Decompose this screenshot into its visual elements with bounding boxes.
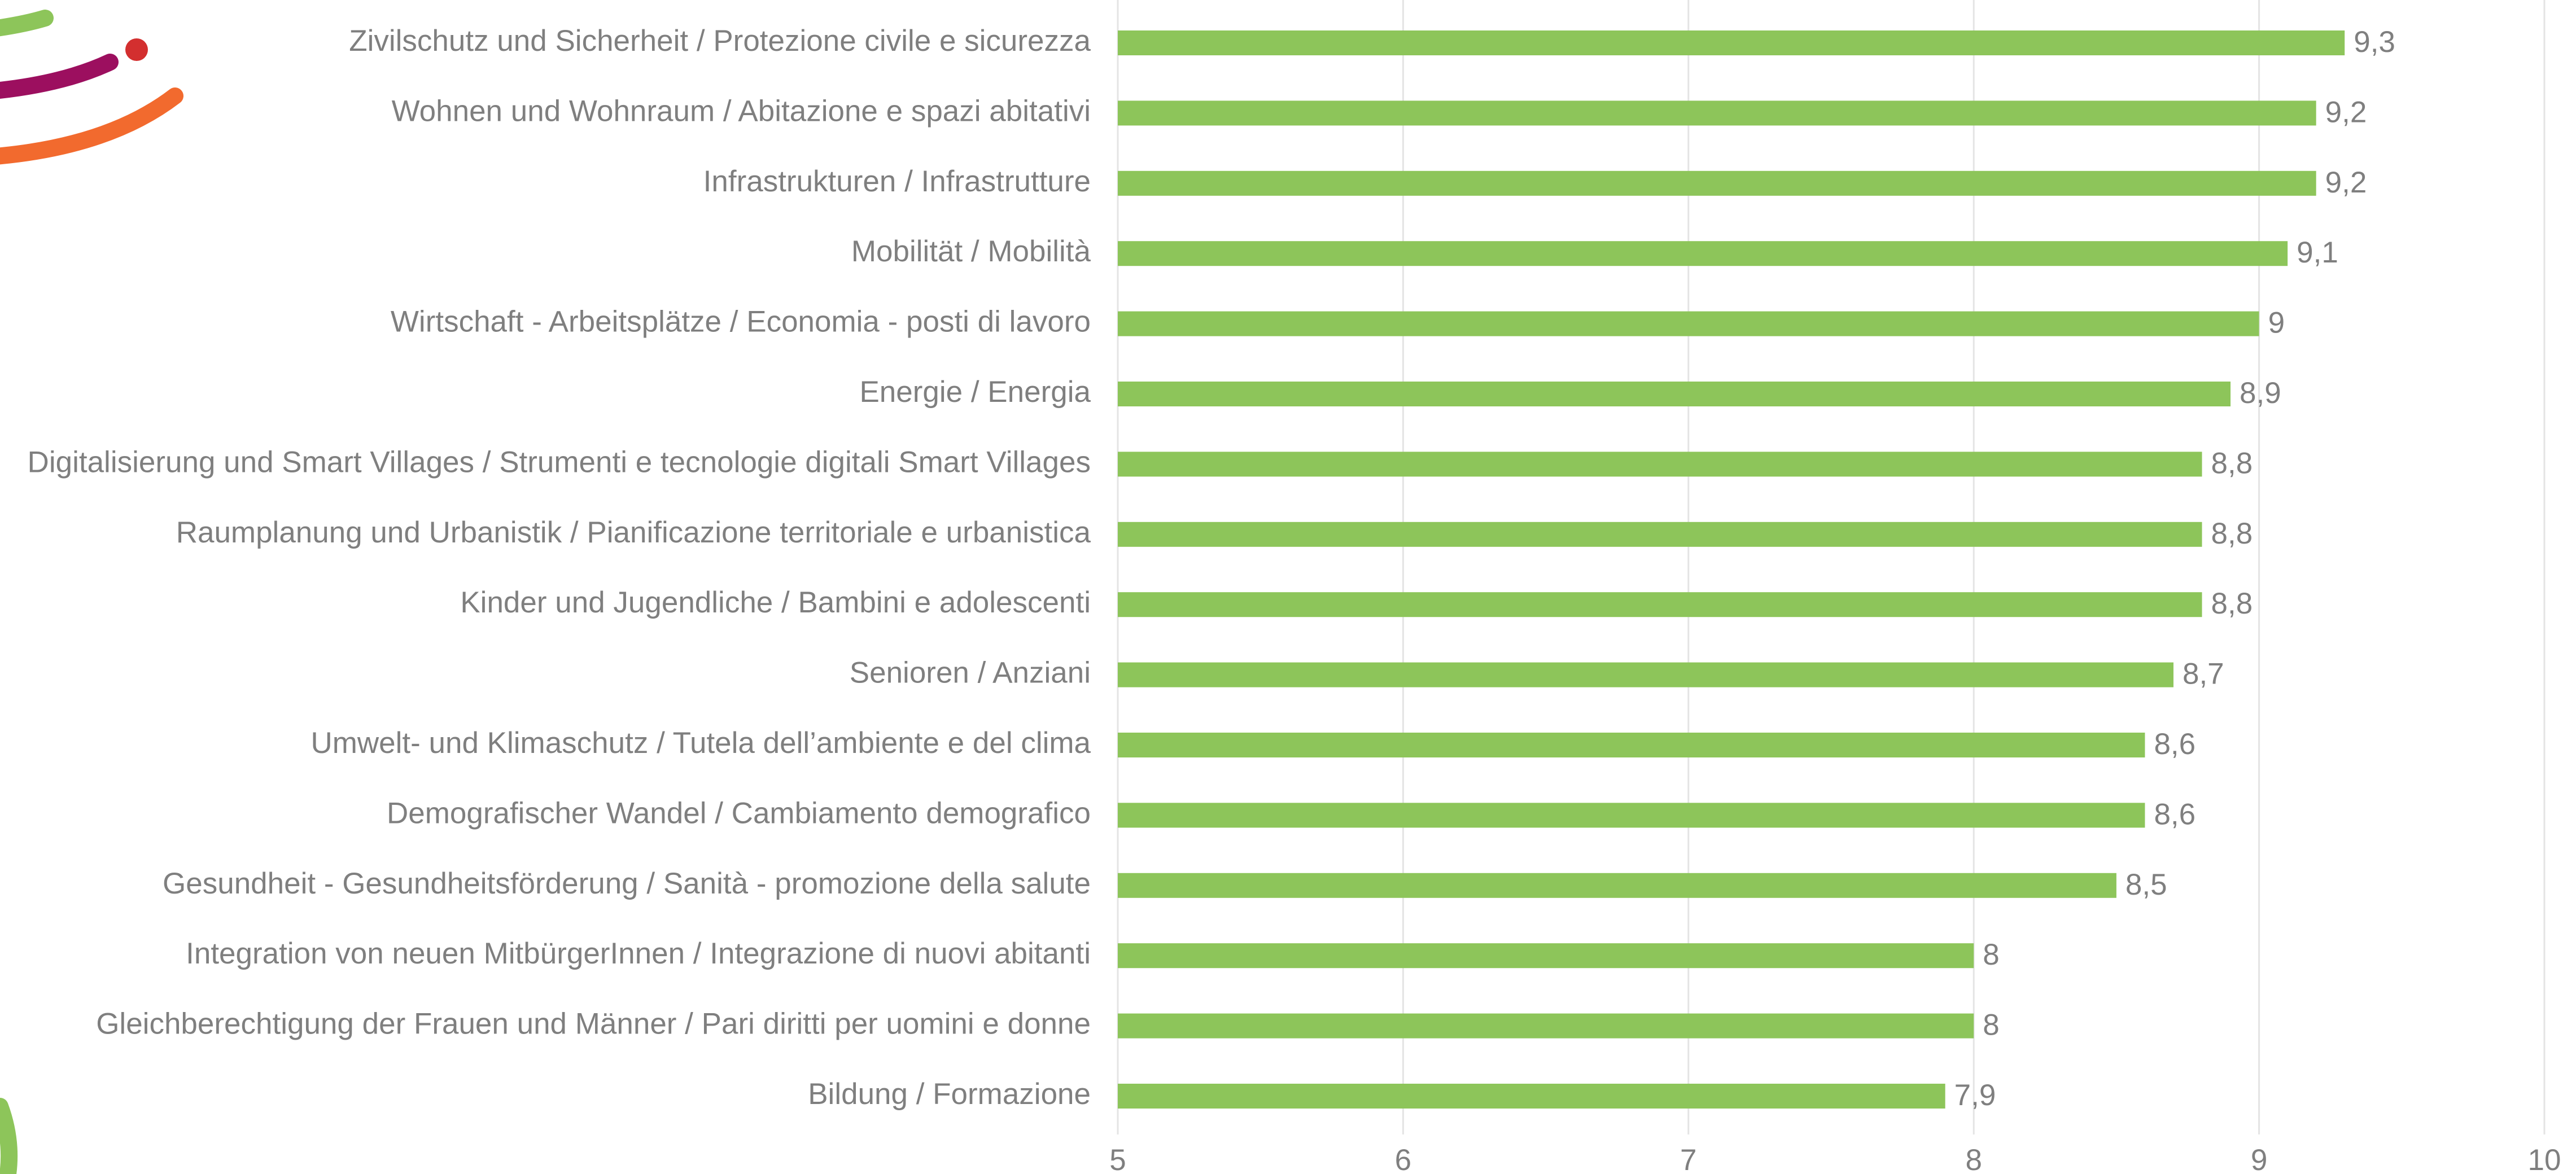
x-tick-label: 6: [1395, 1144, 1411, 1174]
value-label: 7,9: [1954, 1079, 1996, 1112]
value-label: 8,7: [2183, 658, 2224, 691]
bar: [1118, 311, 2259, 336]
y-tick-label: Digitalisierung und Smart Villages / Str…: [28, 445, 1091, 479]
bar: [1118, 943, 1974, 969]
y-tick-label: Integration von neuen MitbürgerInnen / I…: [186, 937, 1091, 970]
x-tick-label: 9: [2251, 1144, 2267, 1174]
value-label: 8,6: [2154, 798, 2195, 831]
y-tick-label: Kinder und Jugendliche / Bambini e adole…: [460, 586, 1091, 619]
y-tick-label: Umwelt- und Klimaschutz / Tutela dell’am…: [310, 726, 1091, 760]
x-tick-label: 8: [1965, 1144, 1982, 1174]
bar: [1118, 662, 2173, 687]
y-tick-label: Raumplanung und Urbanistik / Pianificazi…: [176, 516, 1091, 549]
value-label: 8,6: [2154, 728, 2195, 761]
bar: [1118, 522, 2202, 547]
bar: [1118, 1084, 1945, 1109]
bar: [1118, 592, 2202, 617]
y-tick-label: Wohnen und Wohnraum / Abitazione e spazi…: [392, 94, 1091, 128]
value-label: 8: [1983, 1009, 1999, 1042]
y-tick-label: Senioren / Anziani: [850, 656, 1091, 690]
value-label: 8,8: [2211, 517, 2253, 550]
bar: [1118, 452, 2202, 477]
bar: [1118, 803, 2145, 828]
value-label: 9,1: [2297, 236, 2338, 269]
y-tick-label: Demografischer Wandel / Cambiamento demo…: [387, 796, 1091, 830]
value-label: 9,3: [2354, 25, 2395, 59]
x-tick-label: 10: [2528, 1144, 2561, 1174]
bar: [1118, 1013, 1974, 1039]
value-label: 9,2: [2325, 166, 2367, 199]
y-tick-label: Mobilität / Mobilità: [851, 235, 1091, 268]
value-label: 8,8: [2211, 446, 2253, 480]
y-tick-label: Bildung / Formazione: [808, 1077, 1091, 1111]
y-tick-label: Infrastrukturen / Infrastrutture: [703, 165, 1091, 198]
y-tick-label: Energie / Energia: [859, 375, 1091, 409]
bar: [1118, 30, 2345, 55]
value-label: 9: [2268, 306, 2285, 340]
value-label: 9,2: [2325, 95, 2367, 129]
bar: [1118, 873, 2116, 898]
x-tick-label: 5: [1109, 1144, 1126, 1174]
decoration: [0, 10, 183, 1174]
bar: [1118, 382, 2231, 406]
bar: [1118, 100, 2316, 126]
bar: [1118, 733, 2145, 757]
value-label: 8,8: [2211, 587, 2253, 620]
bar: [1118, 241, 2288, 266]
value-label: 8: [1983, 938, 1999, 971]
value-label: 8,5: [2125, 868, 2167, 901]
x-tick-label: 7: [1680, 1144, 1696, 1174]
value-label: 8,9: [2240, 376, 2281, 410]
y-tick-label: Gesundheit - Gesundheitsförderung / Sani…: [163, 867, 1091, 900]
y-tick-label: Gleichberechtigung der Frauen und Männer…: [96, 1007, 1091, 1041]
bar: [1118, 170, 2316, 196]
y-tick-label: Wirtschaft - Arbeitsplätze / Economia - …: [391, 305, 1091, 339]
y-tick-label: Zivilschutz und Sicherheit / Protezione …: [349, 24, 1091, 58]
